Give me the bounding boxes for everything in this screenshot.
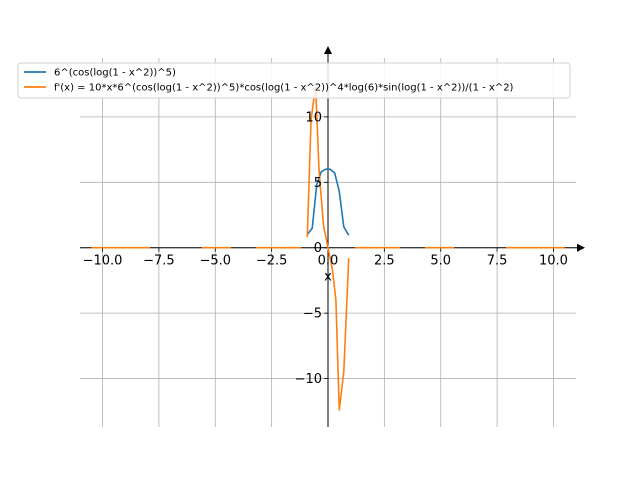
x-tick-label: 2.5 <box>374 254 395 269</box>
series-layer <box>91 84 565 411</box>
x-tick-label: 0.0 <box>318 254 339 269</box>
tick-labels: −10.0 −7.5 −5.0 −2.5 0.0 2.5 5.0 7.5 10.0 −10 −5 0 5… <box>83 110 568 387</box>
x-axis-arrow <box>577 243 585 252</box>
y-axis-arrow <box>324 46 332 54</box>
y-tick-label: 10 <box>305 110 322 125</box>
legend: 6^(cos(log(1 - x^2))^5) f'(x) = 10*x*6^(c… <box>17 62 571 99</box>
x-tick-label: −5.0 <box>199 254 231 269</box>
x-tick-label: 7.5 <box>487 254 508 269</box>
y-tick-label: −10 <box>295 372 322 387</box>
y-tick-label: 0 <box>314 241 322 256</box>
series-1-line <box>306 168 350 236</box>
x-tick-label: −7.5 <box>143 254 175 269</box>
legend-box <box>17 62 571 99</box>
x-axis-label: x <box>324 270 332 285</box>
legend-entry-label: f'(x) = 10*x*6^(cos(log(1 - x^2))^5)*cos… <box>54 83 514 94</box>
legend-entry-label: 6^(cos(log(1 - x^2))^5) <box>54 68 176 79</box>
x-tick-label: 5.0 <box>430 254 451 269</box>
x-tick-label: −10.0 <box>83 254 123 269</box>
x-tick-label: −2.5 <box>256 254 288 269</box>
x-tick-label: 10.0 <box>539 254 568 269</box>
y-tick-label: −5 <box>303 307 322 322</box>
y-tick-label: 5 <box>314 176 322 191</box>
axes <box>80 46 585 427</box>
